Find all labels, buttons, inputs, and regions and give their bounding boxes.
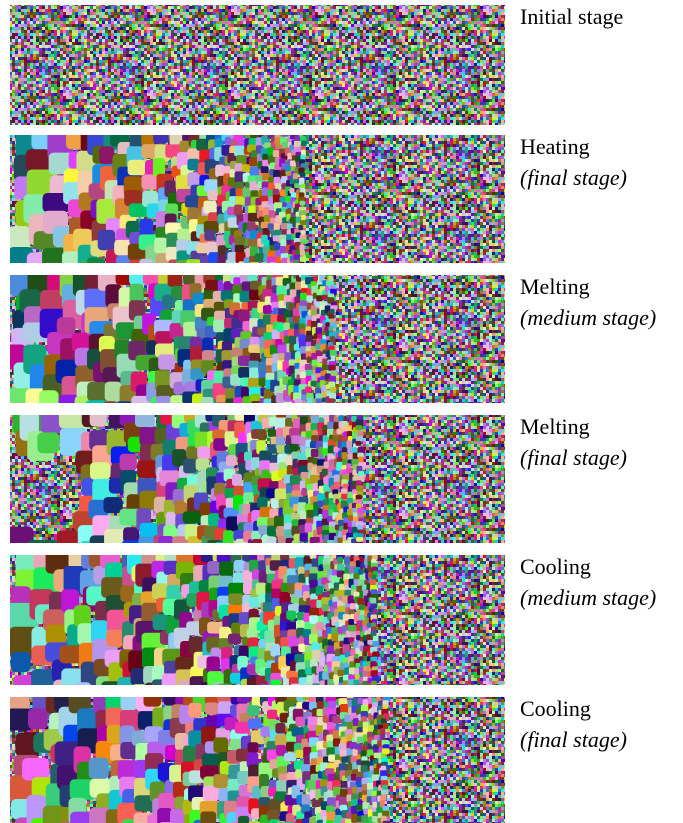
grain-image: [4, 270, 505, 425]
panel-title: Heating: [520, 134, 590, 159]
figure: Initial stage Heating (final stage) Melting…: [0, 0, 683, 823]
grain-image: [5, 410, 505, 567]
grain-image: [6, 692, 505, 823]
panel-title: Melting: [520, 274, 590, 299]
panel-title: Cooling: [520, 554, 591, 579]
panel-subtitle: (medium stage): [520, 585, 656, 610]
panel-subtitle: (final stage): [520, 727, 627, 752]
grain-image: [7, 550, 506, 710]
grain-image: [8, 130, 505, 286]
panel-title: Cooling: [520, 696, 591, 721]
panel-title: Initial stage: [520, 4, 623, 29]
grain-image: [10, 5, 505, 125]
panel-subtitle: (medium stage): [520, 305, 656, 330]
panel-subtitle: (final stage): [520, 445, 627, 470]
panel-subtitle: (final stage): [520, 165, 627, 190]
panel-title: Melting: [520, 414, 590, 439]
